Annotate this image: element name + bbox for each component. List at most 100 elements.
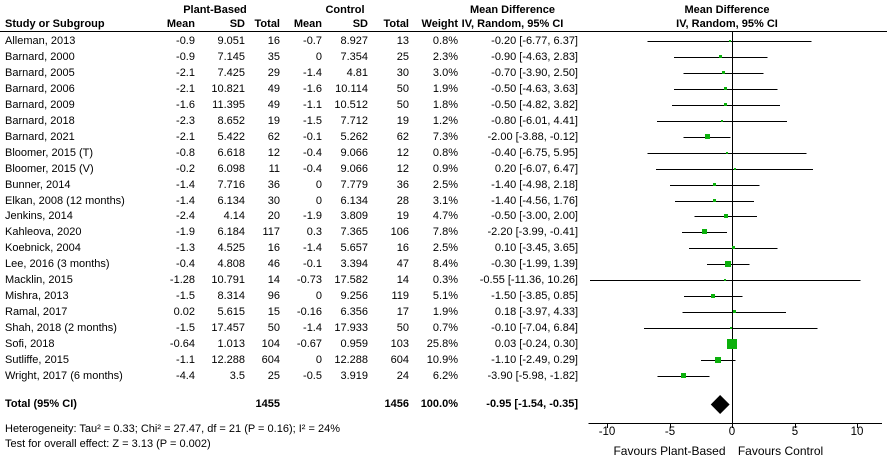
- heterogeneity-text: Heterogeneity: Tau² = 0.33; Chi² = 27.47…: [5, 423, 340, 435]
- study-name: Ramal, 2017: [5, 306, 68, 318]
- effect-square: [730, 327, 732, 329]
- plant-mean: -2.4: [176, 210, 195, 222]
- control-total: 19: [396, 115, 409, 127]
- column-header-plant-mean: Mean: [166, 18, 195, 30]
- study-row: Barnard, 2005 -2.1 7.425 29 -1.4 4.81 30 3.0% -0…: [0, 65, 887, 81]
- control-sd: 3.919: [340, 370, 368, 382]
- control-mean: 0.3: [306, 226, 322, 238]
- effect-square: [729, 40, 731, 42]
- control-total: 12: [396, 147, 409, 159]
- plant-sd: 17.457: [211, 322, 245, 334]
- study-row: Bloomer, 2015 (T) -0.8 6.618 12 -0.4 9.066 12 0…: [0, 145, 887, 161]
- control-mean: -1.1: [303, 99, 322, 111]
- control-mean: 0: [315, 195, 322, 207]
- effect-square: [734, 168, 736, 170]
- control-mean: -0.67: [296, 338, 322, 350]
- weight: 1.9%: [432, 306, 458, 318]
- study-row: Barnard, 2018 -2.3 8.652 19 -1.5 7.712 19 1.2% -…: [0, 113, 887, 129]
- overall-effect-text: Test for overall effect: Z = 3.13 (P = 0…: [5, 438, 211, 450]
- study-name: Sutliffe, 2015: [5, 354, 70, 366]
- column-header-study: Study or Subgroup: [5, 18, 105, 30]
- plant-mean: -0.9: [176, 51, 195, 63]
- column-header-control-sd: SD: [352, 18, 368, 30]
- effect-square: [733, 310, 736, 313]
- effect-square: [724, 103, 727, 106]
- plant-mean: -0.9: [176, 35, 195, 47]
- plant-sd: 12.288: [211, 354, 245, 366]
- plant-sd: 10.791: [211, 274, 245, 286]
- weight: 3.1%: [432, 195, 458, 207]
- control-total: 119: [391, 290, 409, 302]
- plant-total: 14: [267, 274, 280, 286]
- control-mean: -0.1: [303, 131, 322, 143]
- study-name: Bloomer, 2015 (T): [5, 147, 94, 159]
- md-ci: -1.40 [-4.56, 1.76]: [491, 195, 578, 207]
- md-ci: 0.20 [-6.07, 6.47]: [494, 163, 578, 175]
- effect-square: [724, 214, 728, 218]
- plant-mean: -1.5: [176, 290, 195, 302]
- md-ci: 0.18 [-3.97, 4.33]: [494, 306, 578, 318]
- control-sd: 7.365: [340, 226, 368, 238]
- axis-tick-label: 10: [850, 426, 864, 438]
- control-sd: 10.512: [334, 99, 368, 111]
- control-mean: -0.5: [303, 370, 322, 382]
- effect-square: [727, 339, 737, 349]
- plant-total: 19: [267, 115, 280, 127]
- control-sd: 4.81: [346, 67, 368, 79]
- control-sd: 17.933: [334, 322, 368, 334]
- weight: 0.8%: [432, 35, 458, 47]
- effect-square: [722, 71, 725, 74]
- md-ci: 0.03 [-0.24, 0.30]: [494, 338, 578, 350]
- control-total: 30: [396, 67, 409, 79]
- md-ci: -0.70 [-3.90, 2.50]: [491, 67, 578, 79]
- plant-sd: 6.184: [217, 226, 245, 238]
- plant-total: 62: [267, 131, 280, 143]
- control-sd: 9.066: [340, 163, 368, 175]
- plant-total: 29: [267, 67, 280, 79]
- study-name: Bloomer, 2015 (V): [5, 163, 94, 175]
- effect-square: [702, 229, 707, 234]
- total-control-n: 1456: [384, 398, 409, 410]
- effect-square: [725, 261, 731, 267]
- axis-tick-label: 0: [728, 426, 736, 438]
- plant-mean: -1.1: [176, 354, 195, 366]
- weight: 8.4%: [432, 258, 458, 270]
- plant-sd: 7.145: [217, 51, 245, 63]
- summary-diamond: [710, 395, 730, 414]
- study-name: Lee, 2016 (3 months): [5, 258, 110, 270]
- control-sd: 7.779: [340, 179, 368, 191]
- plant-sd: 9.051: [217, 35, 245, 47]
- plant-mean: -0.2: [176, 163, 195, 175]
- control-total: 103: [390, 338, 409, 350]
- control-mean: -0.73: [296, 274, 322, 286]
- md-ci: -1.10 [-2.49, 0.29]: [491, 354, 578, 366]
- study-name: Barnard, 2009: [5, 99, 75, 111]
- effect-square: [726, 152, 728, 154]
- plant-total: 117: [262, 226, 280, 238]
- weight: 2.5%: [432, 242, 458, 254]
- plant-sd: 7.716: [217, 179, 245, 191]
- md-ci: -0.50 [-4.82, 3.82]: [491, 99, 578, 111]
- effect-square: [715, 357, 721, 363]
- effect-square: [732, 246, 735, 249]
- plant-mean: -2.1: [176, 131, 195, 143]
- favours-left-label: Favours Plant-Based: [613, 444, 726, 458]
- plant-mean: -1.4: [176, 179, 195, 191]
- plant-sd: 8.652: [217, 115, 245, 127]
- plot-subtitle: IV, Random, 95% CI: [676, 18, 778, 30]
- control-sd: 7.712: [340, 115, 368, 127]
- control-mean: 0: [315, 179, 322, 191]
- study-name: Macklin, 2015: [5, 274, 73, 286]
- plant-sd: 3.5: [229, 370, 245, 382]
- control-sd: 12.288: [334, 354, 368, 366]
- column-header-control-total: Total: [383, 18, 409, 30]
- study-row: Shah, 2018 (2 months) -1.5 17.457 50 -1.4 17.…: [0, 320, 887, 336]
- control-mean: -0.7: [303, 35, 322, 47]
- control-mean: 0: [315, 290, 322, 302]
- study-row: Ramal, 2017 0.02 5.615 15 -0.16 6.356 17 1.9% 0.…: [0, 304, 887, 320]
- total-row: Total (95% CI) 1455 1456 100.0% -0.95 [-…: [0, 396, 887, 413]
- plant-total: 16: [267, 35, 280, 47]
- study-row: Barnard, 2000 -0.9 7.145 35 0 7.354 25 2.3% -0.9…: [0, 49, 887, 65]
- plant-sd: 7.425: [217, 67, 245, 79]
